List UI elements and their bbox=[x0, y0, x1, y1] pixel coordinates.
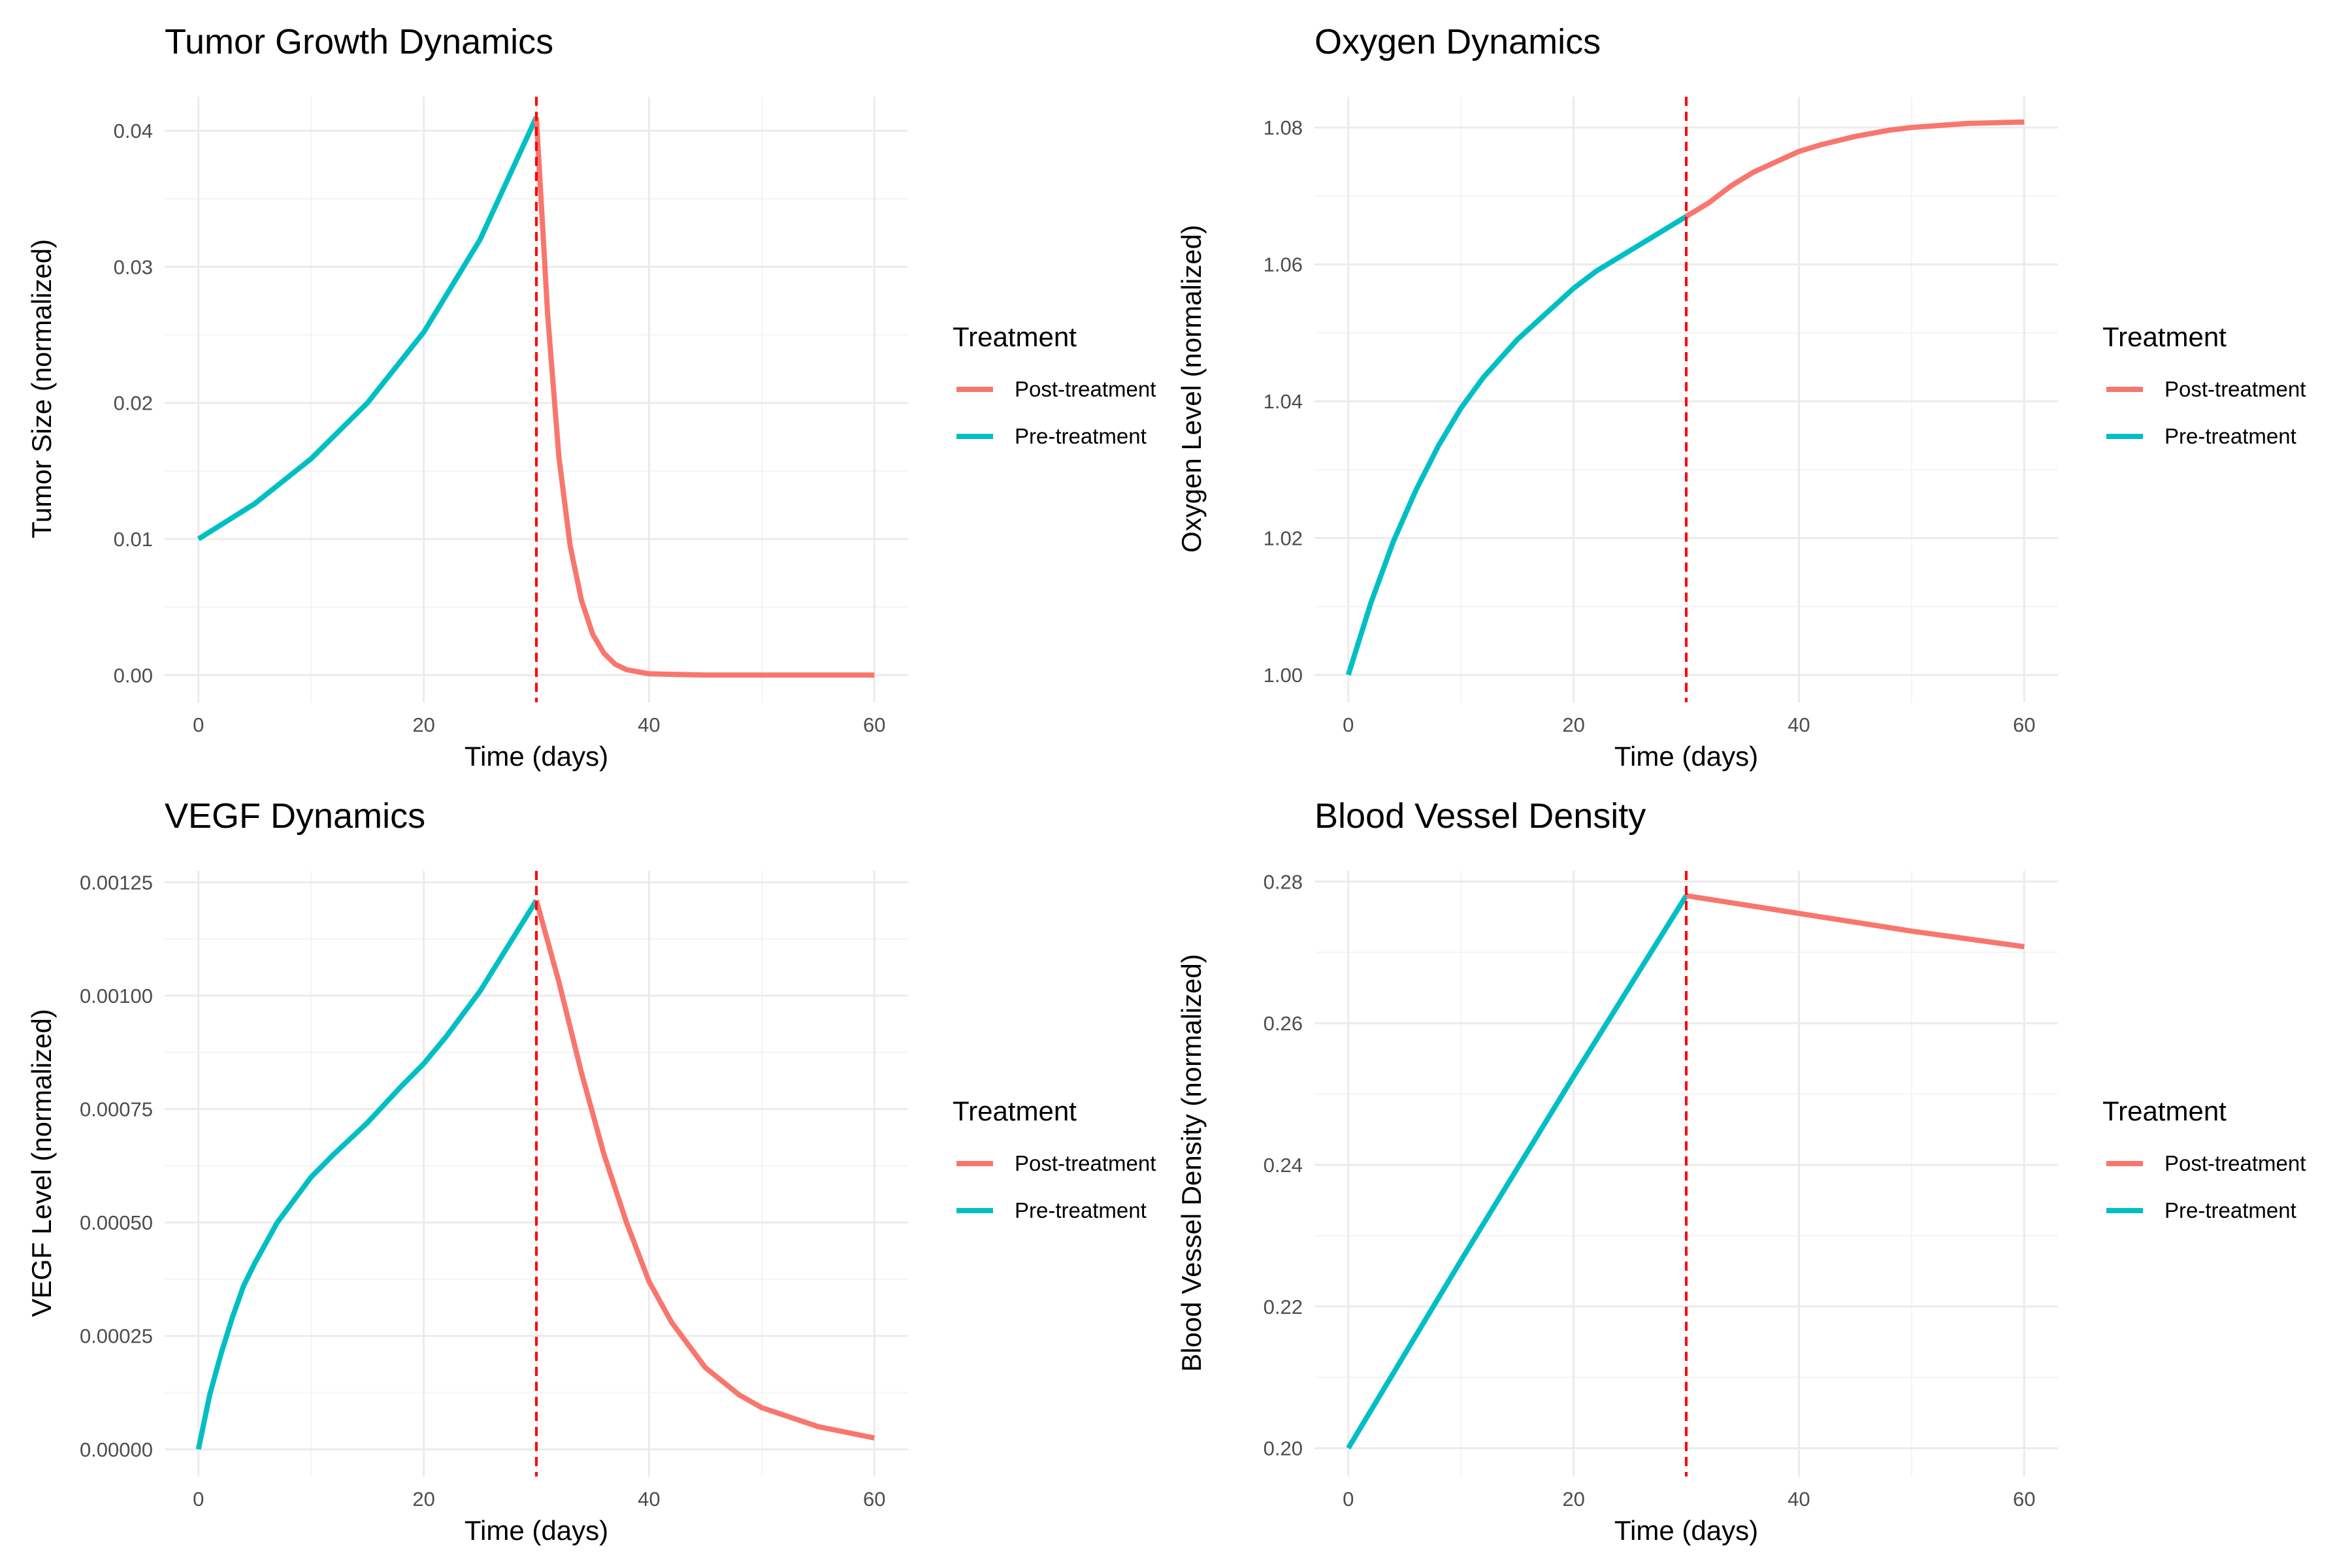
series-line-pre-treatment bbox=[195, 898, 539, 1450]
legend-title: Treatment bbox=[953, 1096, 1077, 1126]
panel-blood-vessel-density: 0 20 40 60 0.20 0.22 0.24 0.26 0.28 Blood Vessel… bbox=[1150, 774, 2306, 1546]
y-tick-label: 0.00050 bbox=[80, 1211, 153, 1234]
chart-title: Blood Vessel Density bbox=[1315, 796, 1646, 836]
plot-area: 0 20 40 60 0.00 0.01 0.02 0.03 0.04 bbox=[114, 97, 908, 736]
series-line-post-treatment bbox=[534, 900, 875, 1441]
y-tick-label: 0.26 bbox=[1264, 1012, 1303, 1035]
y-tick-label: 1.06 bbox=[1264, 253, 1303, 276]
legend-title: Treatment bbox=[2102, 1096, 2227, 1126]
legend-label-pre-treatment: Pre-treatment bbox=[1015, 424, 1147, 448]
x-tick-label: 60 bbox=[863, 1488, 885, 1511]
y-tick-label: 1.02 bbox=[1264, 527, 1303, 550]
legend-label-post-treatment: Post-treatment bbox=[2164, 1151, 2306, 1175]
x-tick-label: 20 bbox=[412, 713, 434, 736]
panel-oxygen: 0 20 40 60 1.00 1.02 1.04 1.06 1.08 Oxygen Dynam… bbox=[1150, 0, 2306, 772]
x-axis-title: Time (days) bbox=[465, 1515, 608, 1546]
series-line-pre-treatment bbox=[1345, 214, 1688, 676]
legend-title: Treatment bbox=[953, 321, 1077, 352]
x-tick-label: 0 bbox=[1343, 713, 1354, 736]
legend-title: Treatment bbox=[2102, 321, 2227, 352]
x-tick-label: 40 bbox=[638, 1488, 660, 1511]
legend-label-post-treatment: Post-treatment bbox=[1015, 1151, 1156, 1175]
plot-area: 0 20 40 60 1.00 1.02 1.04 1.06 1.08 bbox=[1264, 97, 2058, 736]
x-tick-label: 60 bbox=[2013, 1488, 2035, 1511]
legend-label-pre-treatment: Pre-treatment bbox=[2164, 1198, 2296, 1222]
y-tick-label: 0.00 bbox=[114, 664, 153, 687]
x-tick-label: 60 bbox=[863, 713, 885, 736]
y-tick-label: 1.00 bbox=[1264, 664, 1303, 687]
plot-area: 0 20 40 60 0.00000 0.00025 0.00050 0.00075 0.001… bbox=[80, 871, 908, 1511]
x-tick-label: 20 bbox=[412, 1488, 434, 1511]
chart-tumor-growth: 0 20 40 60 0.00 0.01 0.02 0.03 0.04 Tumor Growth… bbox=[26, 22, 1156, 772]
chart-title: VEGF Dynamics bbox=[165, 796, 425, 836]
x-tick-label: 0 bbox=[193, 1488, 204, 1511]
x-tick-label: 0 bbox=[1343, 1488, 1354, 1511]
chart-oxygen: 0 20 40 60 1.00 1.02 1.04 1.06 1.08 Oxygen Dynam… bbox=[1176, 22, 2306, 772]
y-tick-label: 0.20 bbox=[1264, 1437, 1303, 1460]
x-tick-label: 60 bbox=[2013, 713, 2035, 736]
series-line-post-treatment bbox=[1684, 119, 2025, 219]
y-tick-label: 0.03 bbox=[114, 255, 153, 278]
panel-vegf: 0 20 40 60 0.00000 0.00025 0.00050 0.00075 0.001… bbox=[0, 774, 1156, 1546]
y-tick-label: 0.24 bbox=[1264, 1154, 1303, 1177]
chart-vegf: 0 20 40 60 0.00000 0.00025 0.00050 0.00075 0.001… bbox=[26, 796, 1156, 1546]
x-axis-title: Time (days) bbox=[465, 741, 608, 772]
y-axis-title: Blood Vessel Density (normalized) bbox=[1176, 954, 1207, 1372]
y-tick-label: 1.04 bbox=[1264, 390, 1303, 413]
x-tick-label: 20 bbox=[1562, 1488, 1584, 1511]
series-line-pre-treatment bbox=[197, 116, 539, 542]
y-tick-label: 0.01 bbox=[114, 528, 153, 551]
series-line-pre-treatment bbox=[1346, 894, 1689, 1450]
legend-label-pre-treatment: Pre-treatment bbox=[2164, 424, 2296, 448]
y-tick-label: 0.00000 bbox=[80, 1438, 153, 1461]
x-tick-label: 40 bbox=[1788, 1488, 1810, 1511]
y-tick-label: 0.00025 bbox=[80, 1325, 153, 1348]
y-tick-label: 0.22 bbox=[1264, 1296, 1303, 1318]
chart-blood-vessel-density: 0 20 40 60 0.20 0.22 0.24 0.26 0.28 Blood Vessel… bbox=[1176, 796, 2306, 1546]
y-tick-label: 0.00075 bbox=[80, 1098, 153, 1121]
legend-label-pre-treatment: Pre-treatment bbox=[1015, 1198, 1147, 1222]
x-tick-label: 40 bbox=[1788, 713, 1810, 736]
x-tick-label: 40 bbox=[638, 713, 660, 736]
x-axis-title: Time (days) bbox=[1614, 741, 1758, 772]
panel-tumor-growth: 0 20 40 60 0.00 0.01 0.02 0.03 0.04 Tumor Growth… bbox=[0, 0, 1156, 772]
y-axis-title: Tumor Size (normalized) bbox=[26, 239, 57, 538]
x-axis-title: Time (days) bbox=[1614, 1515, 1758, 1546]
legend-label-post-treatment: Post-treatment bbox=[1015, 377, 1156, 401]
x-tick-label: 20 bbox=[1562, 713, 1584, 736]
y-tick-label: 0.00125 bbox=[80, 871, 153, 894]
y-axis-title: Oxygen Level (normalized) bbox=[1176, 225, 1207, 553]
series-line-post-treatment bbox=[1686, 892, 2025, 949]
y-tick-label: 1.08 bbox=[1264, 116, 1303, 139]
y-tick-label: 0.28 bbox=[1264, 870, 1303, 893]
y-axis-title: VEGF Level (normalized) bbox=[26, 1009, 57, 1317]
series-line-post-treatment bbox=[534, 116, 875, 678]
chart-title: Oxygen Dynamics bbox=[1315, 22, 1601, 61]
plot-area: 0 20 40 60 0.20 0.22 0.24 0.26 0.28 bbox=[1264, 870, 2058, 1511]
y-tick-label: 0.00100 bbox=[80, 985, 153, 1007]
legend-label-post-treatment: Post-treatment bbox=[2164, 377, 2306, 401]
y-tick-label: 0.02 bbox=[114, 392, 153, 415]
y-tick-label: 0.04 bbox=[114, 120, 153, 142]
x-tick-label: 0 bbox=[193, 713, 204, 736]
chart-title: Tumor Growth Dynamics bbox=[165, 22, 553, 61]
